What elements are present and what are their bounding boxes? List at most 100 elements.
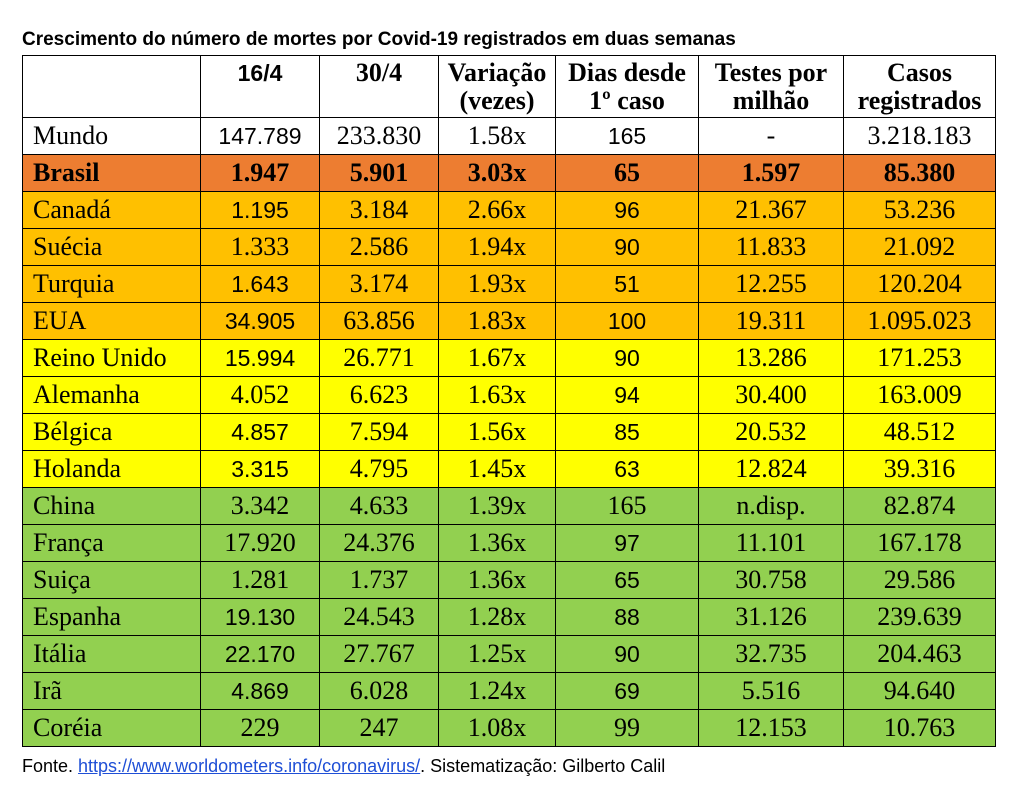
cell-d16: 4.052 — [200, 376, 320, 414]
cell-d16: 1.195 — [200, 191, 320, 229]
cell-days: 94 — [555, 376, 699, 414]
cell-d16: 1.643 — [200, 265, 320, 303]
cell-cases: 120.204 — [843, 265, 996, 303]
cell-name: Canadá — [22, 191, 201, 229]
header-variacao-line1: Variação — [447, 58, 547, 87]
cell-days: 63 — [555, 450, 699, 488]
cell-cases: 48.512 — [843, 413, 996, 451]
table-row: Suiça 1.281 1.737 1.36x 65 30.758 29.586 — [22, 561, 996, 599]
header-dias-line1: Dias desde — [568, 58, 686, 87]
cell-days: 100 — [555, 302, 699, 340]
cell-cases: 39.316 — [843, 450, 996, 488]
cell-d16: 19.130 — [200, 598, 320, 636]
cell-name: Turquia — [22, 265, 201, 303]
cell-tests: 12.153 — [698, 709, 844, 747]
cell-cases: 21.092 — [843, 228, 996, 266]
cell-d16: 3.315 — [200, 450, 320, 488]
cell-days: 51 — [555, 265, 699, 303]
cell-tests: 30.758 — [698, 561, 844, 599]
cell-d30: 233.830 — [319, 117, 439, 155]
header-variacao-line2: (vezes) — [459, 86, 535, 115]
cell-var: 1.36x — [438, 524, 556, 562]
cell-var: 3.03x — [438, 154, 556, 192]
table-row: Canadá 1.195 3.184 2.66x 96 21.367 53.236 — [22, 191, 996, 229]
header-testes: Testes por milhão — [698, 55, 844, 118]
table-row: França 17.920 24.376 1.36x 97 11.101 167.178 — [22, 524, 996, 562]
cell-cases: 1.095.023 — [843, 302, 996, 340]
header-country — [22, 55, 201, 118]
cell-days: 165 — [555, 487, 699, 525]
cell-days: 165 — [555, 117, 699, 155]
cell-tests: 13.286 — [698, 339, 844, 377]
cell-tests: 19.311 — [698, 302, 844, 340]
cell-tests: - — [698, 117, 844, 155]
cell-cases: 53.236 — [843, 191, 996, 229]
cell-cases: 29.586 — [843, 561, 996, 599]
cell-var: 1.93x — [438, 265, 556, 303]
cell-d30: 27.767 — [319, 635, 439, 673]
cell-var: 1.08x — [438, 709, 556, 747]
cell-cases: 85.380 — [843, 154, 996, 192]
cell-name: Bélgica — [22, 413, 201, 451]
cell-name: Brasil — [22, 154, 201, 192]
cell-days: 90 — [555, 635, 699, 673]
header-testes-line1: Testes por — [714, 58, 828, 87]
cell-name: Itália — [22, 635, 201, 673]
cell-name: China — [22, 487, 201, 525]
cell-d30: 7.594 — [319, 413, 439, 451]
footer-suffix: . Sistematização: Gilberto Calil — [420, 756, 666, 776]
cell-days: 97 — [555, 524, 699, 562]
cell-tests: 11.833 — [698, 228, 844, 266]
cell-d30: 63.856 — [319, 302, 439, 340]
cell-var: 1.67x — [438, 339, 556, 377]
cell-var: 1.28x — [438, 598, 556, 636]
cell-d30: 6.028 — [319, 672, 439, 710]
cell-name: Mundo — [22, 117, 201, 155]
cell-cases: 167.178 — [843, 524, 996, 562]
cell-d16: 147.789 — [200, 117, 320, 155]
header-30-4: 30/4 — [319, 55, 439, 118]
cell-cases: 171.253 — [843, 339, 996, 377]
cell-tests: 11.101 — [698, 524, 844, 562]
cell-tests: 1.597 — [698, 154, 844, 192]
cell-days: 88 — [555, 598, 699, 636]
cell-d30: 247 — [319, 709, 439, 747]
cell-d16: 15.994 — [200, 339, 320, 377]
cell-cases: 3.218.183 — [843, 117, 996, 155]
cell-cases: 239.639 — [843, 598, 996, 636]
cell-cases: 163.009 — [843, 376, 996, 414]
cell-var: 1.45x — [438, 450, 556, 488]
cell-d16: 1.333 — [200, 228, 320, 266]
cell-cases: 204.463 — [843, 635, 996, 673]
cell-var: 1.94x — [438, 228, 556, 266]
cell-d30: 1.737 — [319, 561, 439, 599]
cell-tests: 30.400 — [698, 376, 844, 414]
cell-days: 69 — [555, 672, 699, 710]
cell-var: 2.66x — [438, 191, 556, 229]
cell-d16: 3.342 — [200, 487, 320, 525]
cell-tests: 32.735 — [698, 635, 844, 673]
cell-tests: 21.367 — [698, 191, 844, 229]
cell-var: 1.25x — [438, 635, 556, 673]
cell-d16: 1.947 — [200, 154, 320, 192]
table-row: Turquia 1.643 3.174 1.93x 51 12.255 120.204 — [22, 265, 996, 303]
cell-name: Coréia — [22, 709, 201, 747]
header-casos-line1: Casos — [886, 58, 952, 87]
header-row: 16/4 30/4 Variação (vezes) Dias desde 1º c… — [22, 55, 996, 118]
cell-d30: 3.184 — [319, 191, 439, 229]
source-link[interactable]: https://www.worldometers.info/coronaviru… — [78, 756, 421, 776]
cell-name: EUA — [22, 302, 201, 340]
table-row: Reino Unido 15.994 26.771 1.67x 90 13.286 171.… — [22, 339, 996, 377]
cell-var: 1.56x — [438, 413, 556, 451]
covid-deaths-table: 16/4 30/4 Variação (vezes) Dias desde 1º c… — [22, 55, 996, 747]
table-row: Espanha 19.130 24.543 1.28x 88 31.126 239.639 — [22, 598, 996, 636]
cell-name: Alemanha — [22, 376, 201, 414]
table-row: Coréia 229 247 1.08x 99 12.153 10.763 — [22, 709, 996, 747]
cell-d30: 24.543 — [319, 598, 439, 636]
cell-var: 1.36x — [438, 561, 556, 599]
header-16-4: 16/4 — [200, 55, 320, 118]
table-row: Irã 4.869 6.028 1.24x 69 5.516 94.640 — [22, 672, 996, 710]
cell-d30: 26.771 — [319, 339, 439, 377]
table-row: Brasil 1.947 5.901 3.03x 65 1.597 85.380 — [22, 154, 996, 192]
header-testes-line2: milhão — [732, 86, 810, 115]
